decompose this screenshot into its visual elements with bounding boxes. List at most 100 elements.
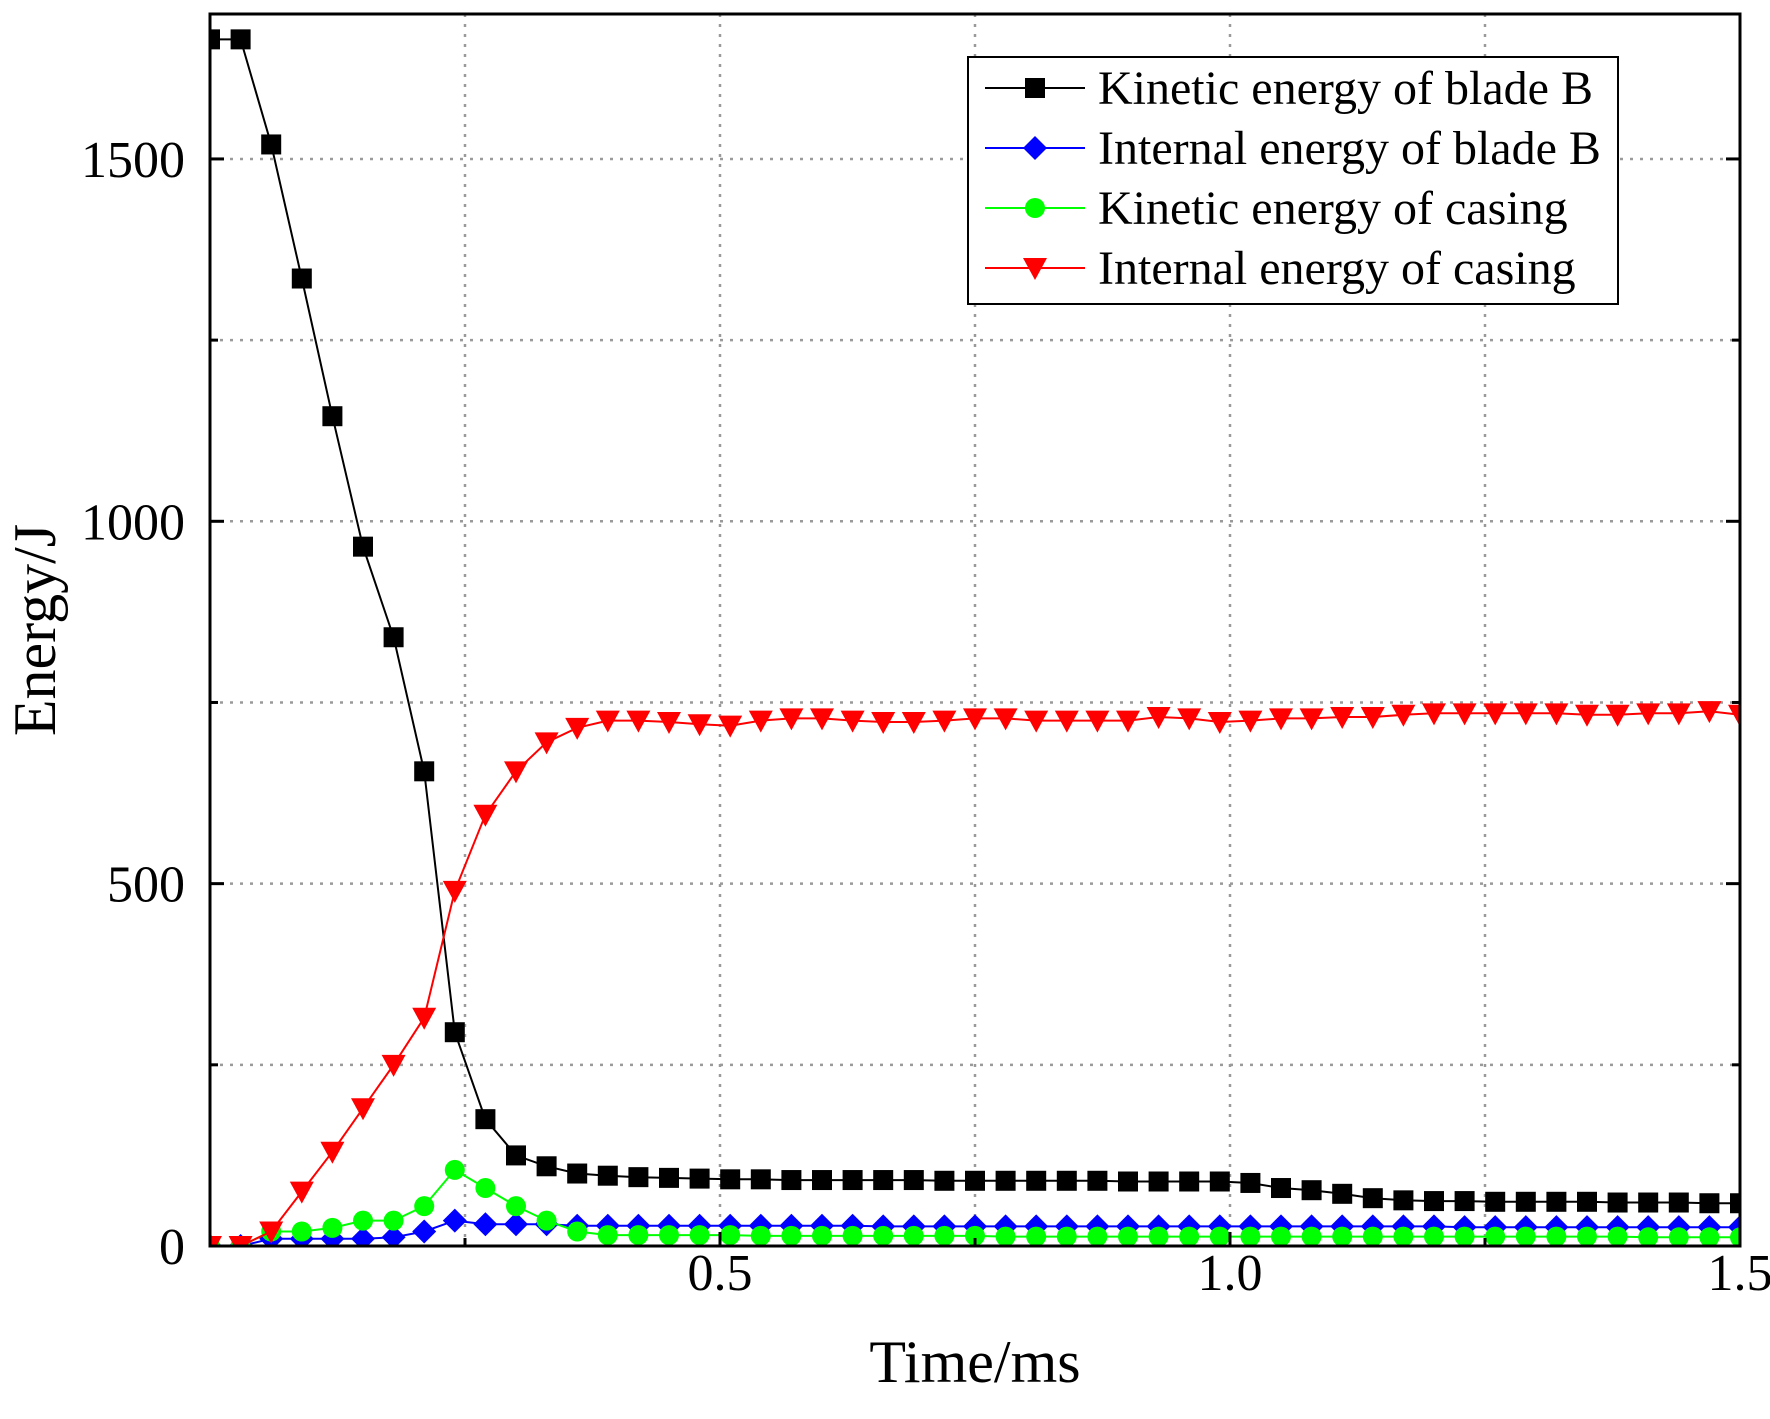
data-point-internal-casing (1605, 704, 1630, 727)
data-point-kinetic-casing (506, 1196, 526, 1217)
legend-label-kinetic-blade: Kinetic energy of blade B (1098, 62, 1593, 115)
legend-label-internal-casing: Internal energy of casing (1098, 242, 1576, 295)
data-point-kinetic-blade (1393, 1190, 1414, 1211)
data-point-kinetic-blade (383, 627, 404, 648)
data-point-internal-casing (1024, 710, 1049, 733)
data-point-internal-casing (1146, 706, 1171, 729)
data-point-kinetic-blade (965, 1170, 985, 1191)
data-point-internal-casing (1636, 703, 1661, 726)
data-point-kinetic-blade (210, 29, 220, 50)
data-point-kinetic-blade (628, 1167, 649, 1188)
series-kinetic-blade (210, 29, 1740, 1214)
data-point-kinetic-blade (597, 1165, 618, 1186)
data-point-kinetic-blade (1638, 1192, 1659, 1213)
data-point-internal-casing (289, 1181, 314, 1204)
data-point-kinetic-casing (1730, 1227, 1740, 1246)
legend-box (967, 56, 1619, 305)
y-tick-label: 1000 (81, 494, 185, 551)
data-point-internal-casing (1177, 708, 1202, 731)
data-point-kinetic-casing (1332, 1226, 1353, 1246)
data-point-internal-casing (1116, 710, 1140, 733)
data-point-internal-casing (259, 1221, 284, 1244)
data-point-kinetic-casing (444, 1159, 465, 1180)
data-point-internal-blade (381, 1225, 406, 1246)
data-point-kinetic-blade (353, 536, 373, 557)
data-point-internal-casing (1054, 710, 1079, 733)
data-point-internal-casing (1666, 703, 1691, 726)
data-point-kinetic-blade (1485, 1191, 1506, 1212)
data-point-internal-casing (687, 714, 712, 737)
data-point-kinetic-blade (1515, 1191, 1536, 1212)
data-point-kinetic-blade (1332, 1183, 1353, 1204)
data-point-kinetic-casing (965, 1225, 985, 1246)
data-point-internal-casing (1238, 710, 1263, 733)
data-point-kinetic-casing (1393, 1226, 1414, 1246)
data-point-kinetic-casing (1607, 1226, 1628, 1246)
data-point-kinetic-blade (934, 1170, 955, 1191)
data-point-kinetic-casing (597, 1225, 618, 1246)
data-point-internal-blade (351, 1226, 375, 1246)
data-point-internal-casing (320, 1141, 345, 1164)
series-kinetic-casing (210, 1159, 1740, 1246)
data-point-kinetic-casing (659, 1225, 679, 1246)
y-axis-title: Energy/J (2, 524, 68, 736)
series-internal-casing (210, 701, 1740, 1246)
data-point-kinetic-blade (1362, 1188, 1383, 1209)
data-point-internal-casing (442, 880, 467, 903)
data-point-kinetic-blade (842, 1170, 863, 1191)
data-point-internal-casing (718, 715, 743, 738)
data-point-kinetic-blade (812, 1170, 832, 1191)
data-point-kinetic-blade (475, 1109, 496, 1130)
data-point-kinetic-casing (1301, 1226, 1322, 1246)
data-point-internal-casing (779, 708, 804, 731)
data-point-kinetic-blade (1209, 1171, 1230, 1192)
data-point-internal-casing (1728, 704, 1740, 727)
data-point-kinetic-blade (1240, 1172, 1261, 1193)
data-point-kinetic-casing (1577, 1226, 1597, 1246)
data-point-kinetic-blade (536, 1156, 557, 1177)
data-point-kinetic-blade (1087, 1170, 1108, 1191)
data-point-internal-casing (381, 1054, 406, 1077)
axis-ticks: 0.5 1.0 1.5 0 500 1000 1500 (81, 132, 1770, 1302)
data-point-kinetic-casing (781, 1225, 802, 1246)
data-series (210, 29, 1740, 1246)
data-point-kinetic-blade (1607, 1192, 1628, 1213)
data-point-kinetic-casing (1209, 1226, 1230, 1246)
data-point-kinetic-blade (750, 1169, 771, 1190)
data-point-internal-casing (1422, 703, 1446, 726)
x-tick-label: 1.0 (1198, 1245, 1263, 1302)
data-point-kinetic-casing (903, 1225, 924, 1246)
data-point-internal-casing (810, 708, 834, 731)
data-point-kinetic-casing (689, 1225, 710, 1246)
data-point-kinetic-casing (475, 1178, 496, 1199)
data-point-kinetic-casing (812, 1225, 832, 1246)
data-point-kinetic-blade (689, 1168, 710, 1189)
data-point-kinetic-blade (995, 1170, 1016, 1191)
data-point-internal-casing (210, 1236, 222, 1246)
data-point-kinetic-blade (1546, 1191, 1567, 1212)
data-point-kinetic-blade (720, 1169, 741, 1190)
legend-swatch-marker-kinetic-casing (1025, 198, 1045, 218)
data-point-internal-casing (1299, 708, 1324, 731)
data-point-internal-casing (1330, 706, 1355, 729)
data-point-kinetic-blade (444, 1022, 465, 1043)
legend: Kinetic energy of blade B Internal energ… (967, 56, 1619, 305)
data-point-kinetic-blade (1424, 1191, 1444, 1212)
data-point-internal-casing (351, 1098, 375, 1121)
data-point-internal-casing (534, 732, 559, 755)
x-tick-label: 1.5 (1708, 1245, 1770, 1302)
data-point-kinetic-blade (1730, 1193, 1740, 1214)
data-point-kinetic-blade (322, 406, 343, 427)
data-point-kinetic-blade (1668, 1192, 1689, 1213)
data-point-internal-casing (871, 712, 896, 735)
data-point-internal-casing (1544, 703, 1569, 726)
data-point-internal-casing (1391, 704, 1416, 727)
data-point-internal-casing (1575, 704, 1599, 727)
data-point-kinetic-casing (1179, 1226, 1200, 1246)
data-point-internal-casing (748, 710, 773, 733)
y-tick-label: 0 (159, 1219, 185, 1276)
legend-swatch-marker-internal-blade (1023, 136, 1047, 160)
data-point-kinetic-blade (1118, 1171, 1138, 1192)
data-point-internal-casing (932, 710, 957, 733)
